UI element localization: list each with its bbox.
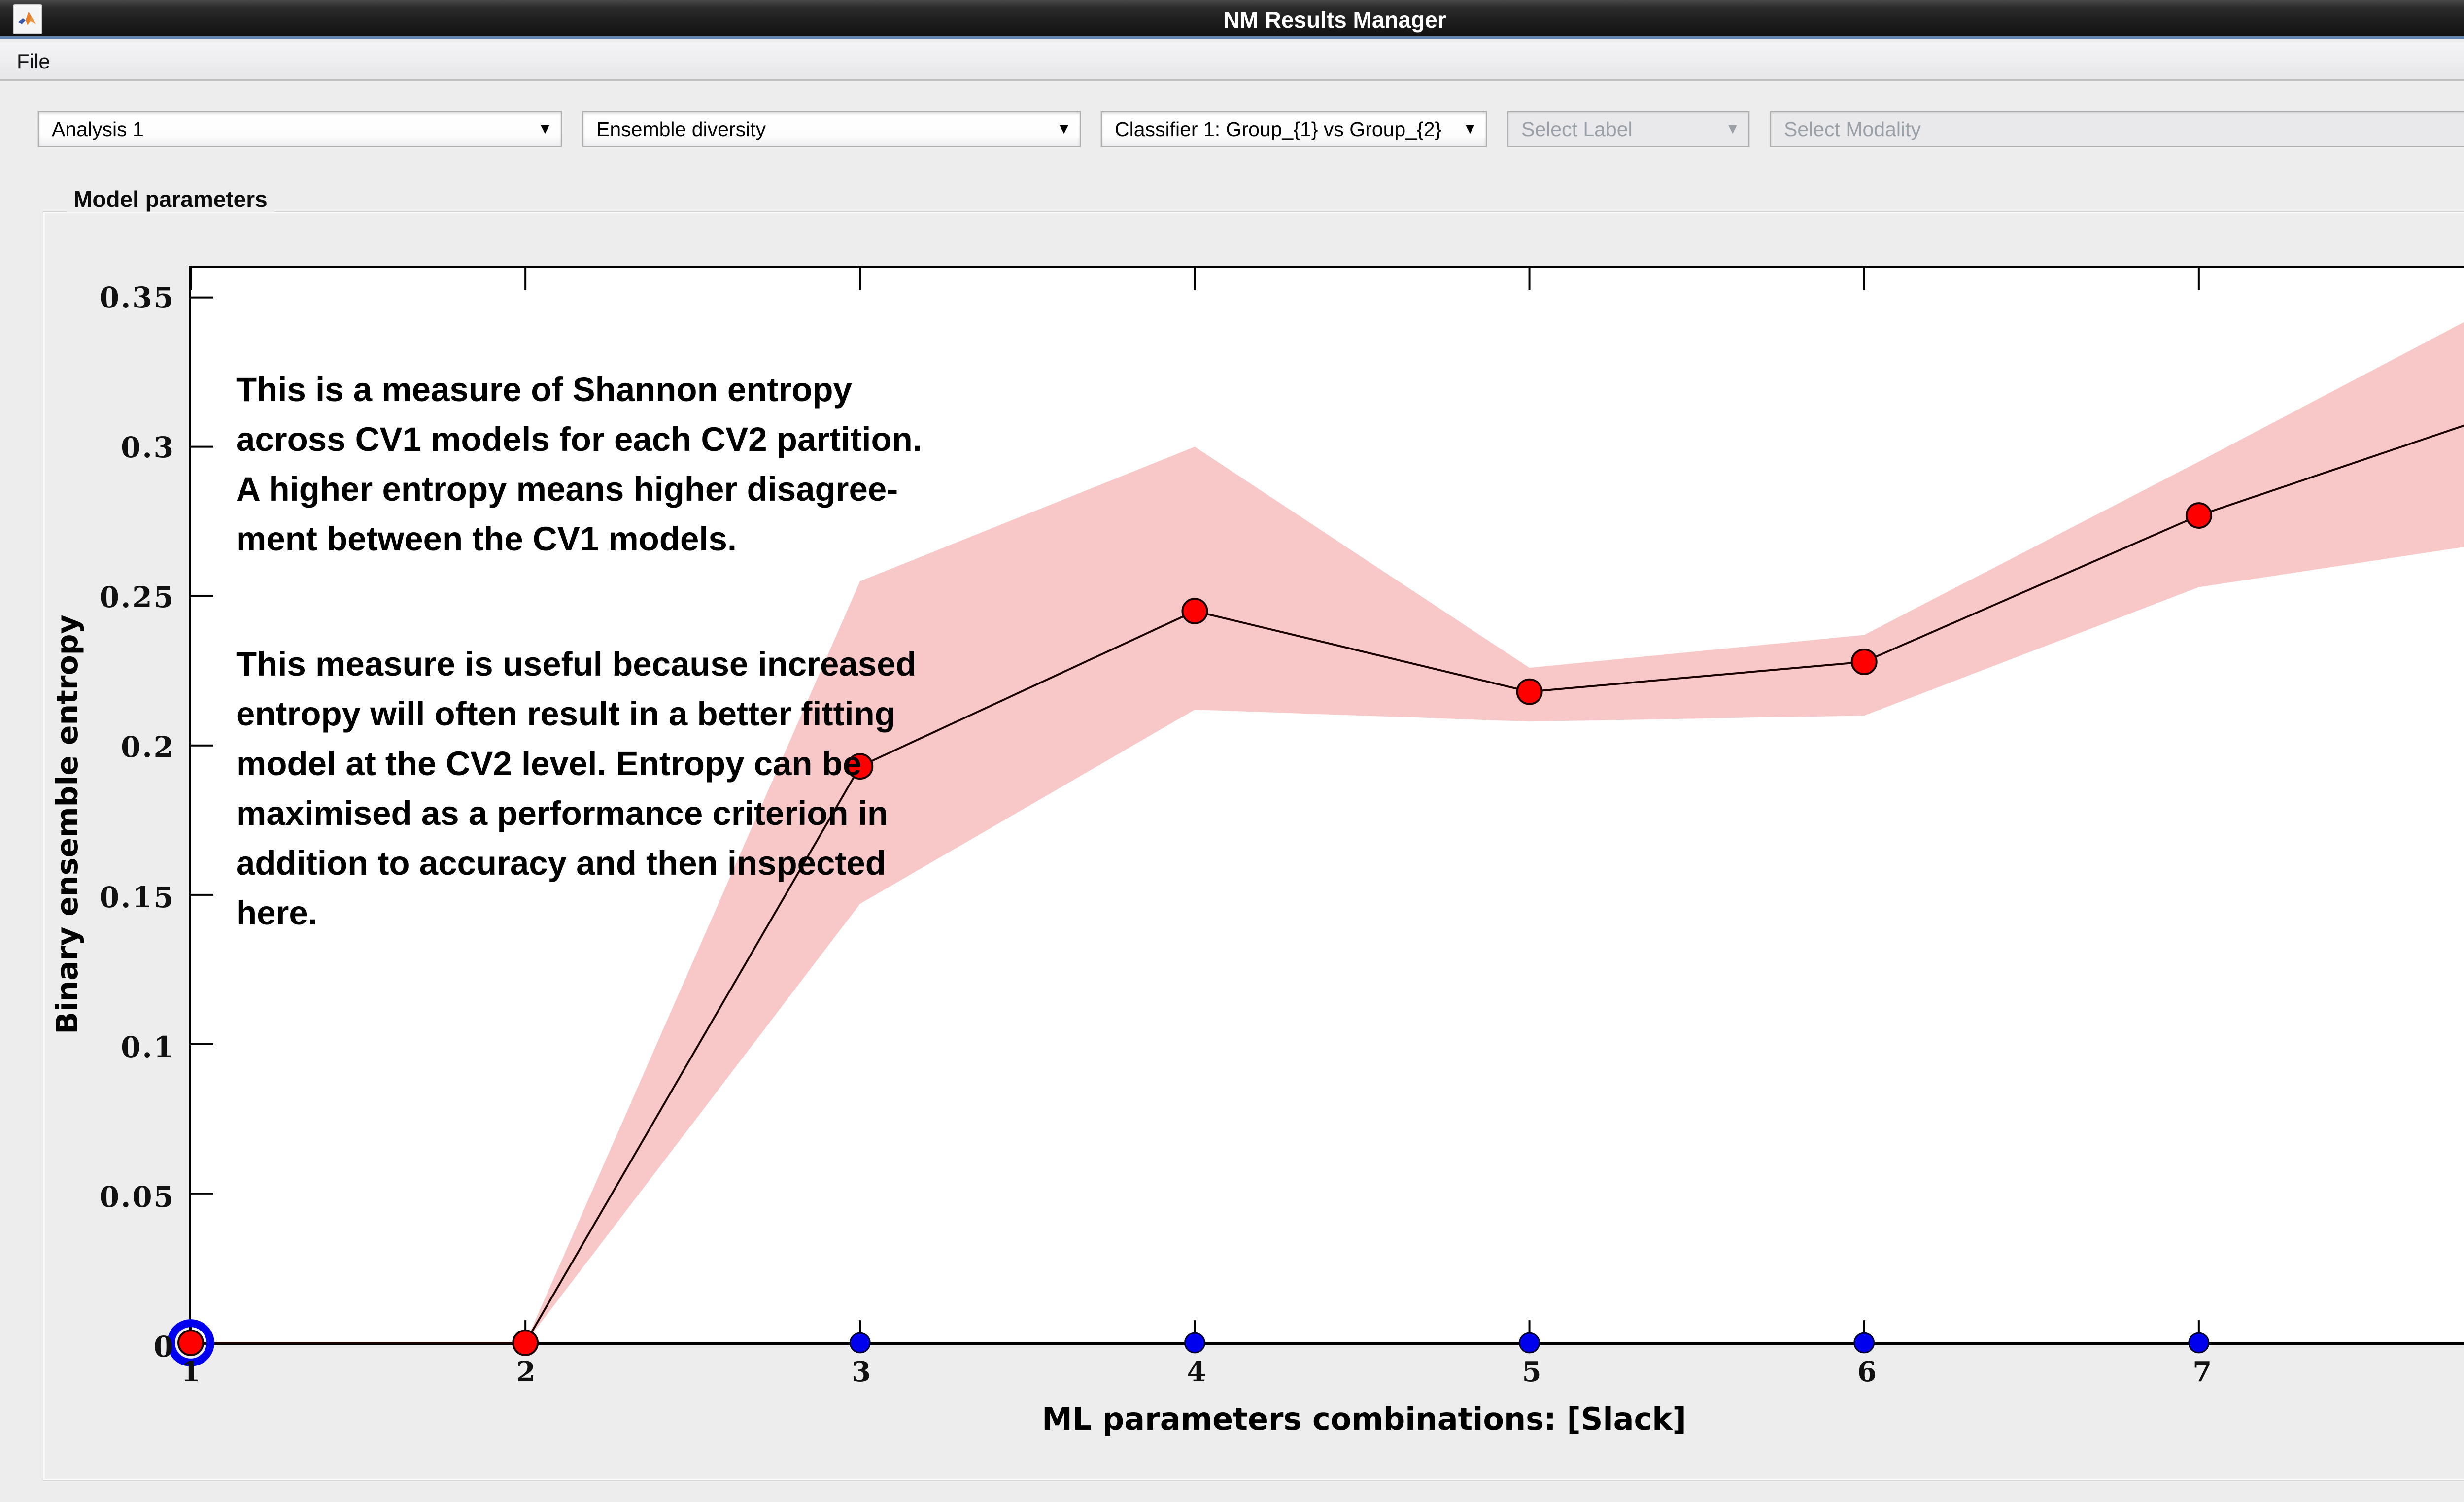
blue-data-point[interactable] [1184, 1332, 1205, 1354]
red-data-point[interactable] [1850, 649, 1878, 675]
blue-data-point[interactable] [2188, 1332, 2210, 1354]
selector-value: Select Modality [1784, 117, 1921, 140]
red-data-point[interactable] [512, 1330, 539, 1356]
x-tick-label: 3 [852, 1356, 871, 1388]
menu-file[interactable]: File [17, 50, 50, 73]
y-tick-label: 0.35 [99, 280, 175, 314]
red-data-point[interactable] [2185, 502, 2212, 529]
selector-2[interactable]: Ensemble diversity ▼ [582, 111, 1081, 147]
y-tick-label: 0.2 [121, 730, 175, 764]
selector-value: Ensemble diversity [596, 117, 766, 140]
red-data-point[interactable] [1181, 598, 1208, 624]
blue-data-point[interactable] [849, 1332, 871, 1354]
menu-bar: File [0, 42, 2464, 81]
model-parameters-panel: Model parameters 0 0.05 0.1 0.15 0.2 0.25 0.3 0… [43, 186, 2464, 1480]
selector-4: Select Label ▼ [1507, 111, 1749, 147]
red-data-point[interactable] [847, 753, 874, 780]
chevron-down-icon: ▼ [1725, 121, 1740, 137]
panel-title: Model parameters [67, 186, 274, 212]
error-band [525, 322, 2464, 1343]
annotation-paragraph-1: This is a measure of Shannon entropy acr… [236, 371, 922, 558]
y-tick-label: 0.25 [99, 580, 175, 614]
y-axis-title: Binary ensemble entropy [50, 614, 85, 1034]
annotation-paragraph-2: This measure is useful because increased… [236, 645, 917, 932]
selector-5: Select Modality▼ [1770, 111, 2464, 147]
x-tick-label: 4 [1187, 1356, 1206, 1388]
red-data-point[interactable] [177, 1330, 204, 1356]
selector-value: Select Label [1521, 117, 1633, 140]
selector-value: Analysis 1 [52, 117, 144, 140]
x-tick-label: 7 [2192, 1356, 2212, 1388]
chevron-down-icon: ▼ [538, 121, 552, 137]
y-tick-label: 0.1 [121, 1030, 175, 1064]
blue-selected-marker[interactable] [167, 1319, 214, 1366]
red-data-point[interactable] [1516, 678, 1543, 705]
x-tick-label: 1 [181, 1356, 201, 1388]
title-bar: NM Results Manager ✕ [0, 0, 2464, 39]
chevron-down-icon: ▼ [1057, 121, 1071, 137]
x-tick-label: 5 [1522, 1356, 1541, 1388]
selector-value: Classifier 1: Group_{1} vs Group_{2} [1115, 117, 1442, 140]
matlab-logo-icon [13, 4, 42, 34]
selector-3[interactable]: Classifier 1: Group_{1} vs Group_{2} ▼ [1101, 111, 1487, 147]
entropy-chart: 00.050.10.150.20.250.30.35 12345678 Bina… [50, 266, 2464, 1437]
blue-data-point[interactable] [1853, 1332, 1875, 1354]
x-axis-title: ML parameters combinations: [Slack] [1042, 1401, 1686, 1437]
window-title: NM Results Manager [1223, 7, 1446, 33]
series-line [191, 424, 2464, 1344]
y-tick-label: 0.15 [99, 880, 175, 914]
selector-1[interactable]: Analysis 1 ▼ [38, 111, 562, 147]
y-tick-label: 0 [153, 1330, 175, 1364]
x-tick-label: 2 [516, 1356, 536, 1388]
chart-annotation: This is a measure of Shannon entropy acr… [236, 315, 1222, 1013]
y-tick-label: 0.3 [121, 431, 175, 464]
chart-canvas[interactable] [167, 268, 2464, 1366]
y-tick-label: 0.05 [99, 1180, 175, 1214]
blue-data-point[interactable] [1519, 1332, 1540, 1354]
chevron-down-icon: ▼ [1463, 121, 1477, 137]
x-tick-label: 6 [1857, 1356, 1877, 1388]
